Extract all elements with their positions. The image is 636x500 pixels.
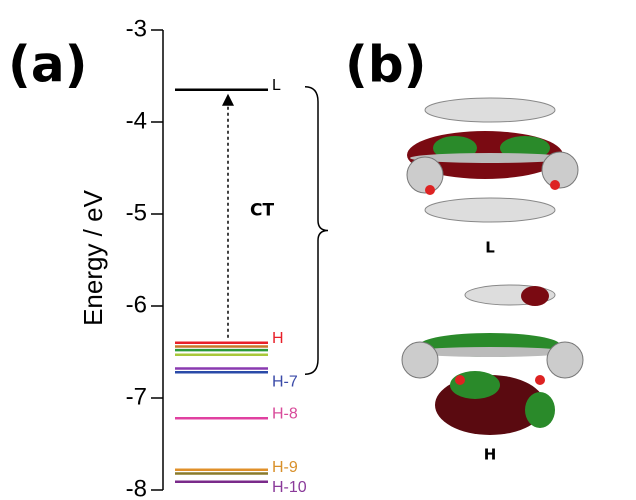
panel-label: (b) [345,36,427,94]
y-axis-label: Energy / eV [78,189,108,326]
level-label: H-9 [272,459,298,476]
orbital-label: L [485,239,495,257]
level-label: H [272,330,284,347]
level-label: L [272,77,281,94]
y-tick-label: -3 [126,15,147,42]
y-tick-label: -6 [126,291,147,318]
brace [304,86,329,375]
annotation: CT [250,201,274,221]
orbital-image-l [406,97,579,223]
level-label: H-10 [272,479,307,496]
level-label: H-7 [272,373,298,390]
orbital-label: H [484,446,497,464]
arrow-head [222,93,234,106]
panel-label: (a) [8,36,87,94]
y-tick-label: -5 [126,199,147,226]
y-tick-label: -4 [126,107,147,134]
y-tick-label: -7 [126,383,147,410]
y-tick-label: -8 [126,475,147,500]
orbital-image-h [401,284,584,435]
level-label: H-8 [272,405,298,422]
